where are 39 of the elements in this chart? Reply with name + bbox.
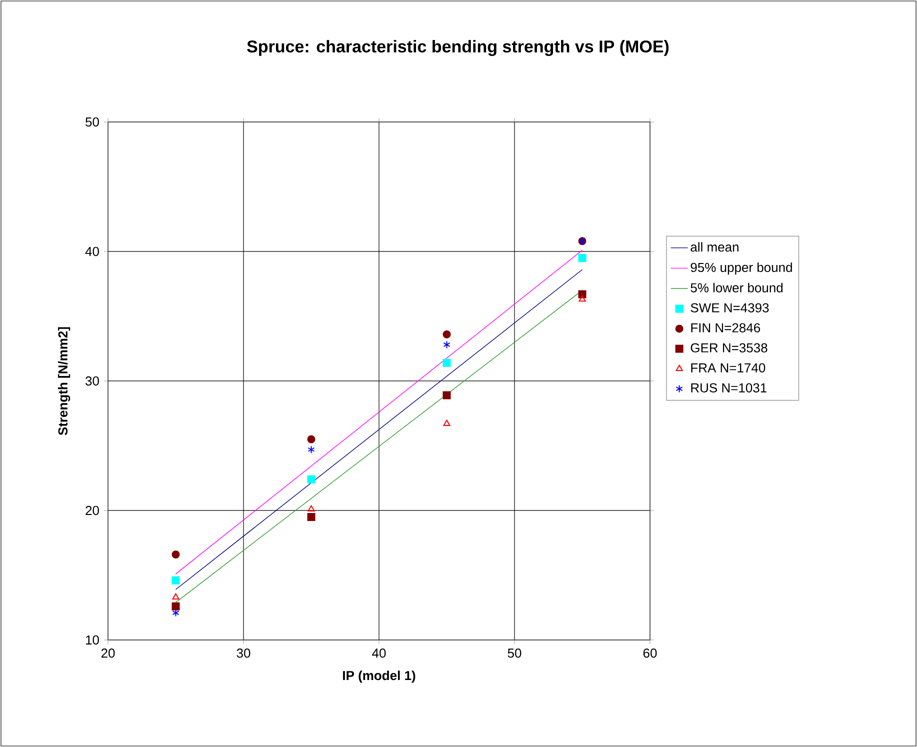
legend-label: FIN N=2846 — [691, 323, 760, 332]
point — [307, 512, 316, 521]
x-tick-label: 20 — [101, 648, 115, 658]
x-axis-title: IP (model 1) — [343, 670, 416, 683]
y-tick-label: 40 — [85, 246, 99, 256]
point — [308, 446, 315, 454]
point — [578, 290, 586, 298]
y-tick-label: 20 — [86, 506, 99, 516]
point — [578, 295, 586, 302]
x-tick-label: 30 — [236, 648, 250, 658]
legend-label: SWE N=4393 — [690, 303, 769, 312]
y-tick-label: 10 — [86, 635, 99, 645]
legend-label: RUS N=1031 — [691, 383, 766, 392]
legend-label: all mean — [690, 242, 738, 252]
x-tick-label: 50 — [508, 648, 522, 658]
y-tick-label: 30 — [86, 376, 99, 386]
point — [307, 475, 316, 484]
point — [172, 576, 180, 584]
point — [442, 358, 451, 367]
point — [172, 602, 180, 610]
x-tick-label: 40 — [372, 648, 386, 658]
legend-label: GER N=3538 — [690, 343, 768, 352]
point — [443, 340, 450, 349]
point — [442, 330, 451, 338]
legend-label: 95% upper bound — [690, 262, 792, 275]
legend-label: FRA N=1740 — [691, 363, 766, 372]
x-tick-label: 60 — [643, 648, 657, 658]
point — [172, 593, 180, 600]
point — [308, 505, 315, 512]
point — [442, 391, 451, 400]
point — [578, 254, 586, 262]
point — [172, 608, 180, 617]
legend-label: 5% lower bound — [690, 282, 783, 292]
point — [443, 420, 450, 426]
point — [307, 435, 316, 444]
chart-title: Spruce: characteristic bending strength vs IP (MOE) — [247, 40, 669, 56]
y-tick-label: 50 — [86, 117, 99, 127]
y-axis-title: Strength [N/mm2] — [58, 327, 70, 436]
point — [172, 550, 180, 559]
